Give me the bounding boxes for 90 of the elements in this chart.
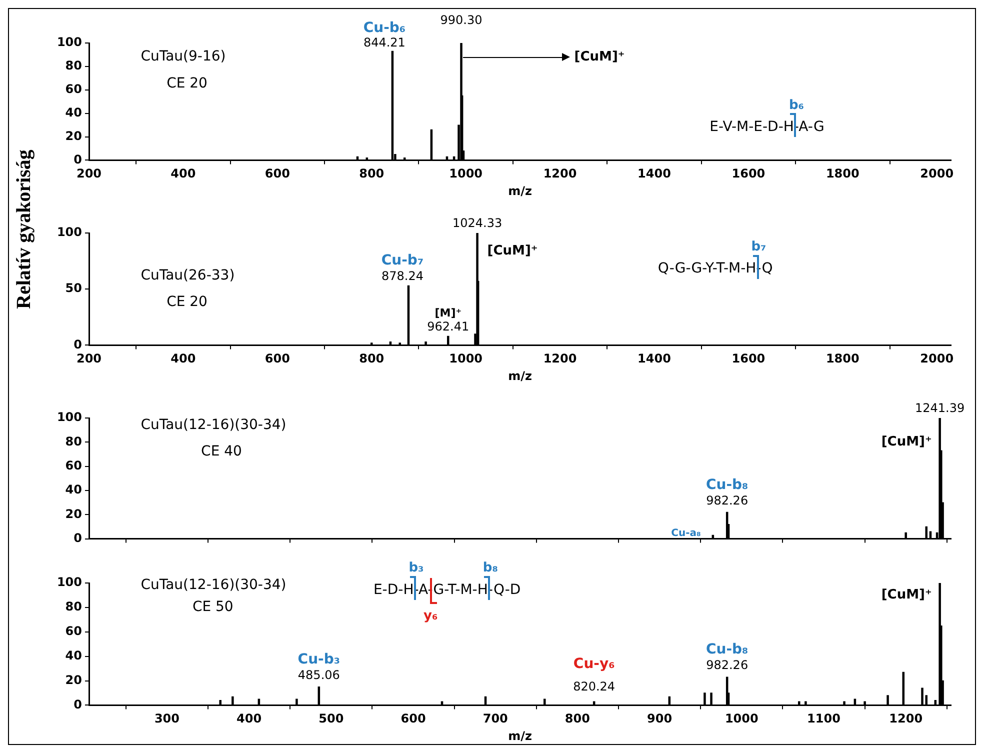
- x-tick-label: 1800: [826, 166, 860, 181]
- annotation: 990.30: [440, 13, 482, 28]
- annotation: y₆: [423, 608, 438, 624]
- y-tick-label: 60: [65, 82, 82, 96]
- x-tick-label: 1200: [543, 166, 577, 181]
- x-tick-label: 1400: [638, 166, 671, 181]
- annotation: 1241.39: [915, 401, 965, 416]
- annotation: Cu-y₆: [573, 656, 615, 672]
- x-tick-label: 1600: [732, 166, 766, 181]
- x-tick-label: 2000: [920, 166, 954, 181]
- y-tick-label: 40: [65, 105, 82, 120]
- y-tick-label: 20: [65, 128, 82, 143]
- y-tick-label: 80: [65, 58, 82, 73]
- x-tick-label: 400: [170, 166, 196, 181]
- y-tick-label: 0: [74, 530, 82, 545]
- x-tick-label: 200: [76, 352, 102, 366]
- x-tick-label: 1000: [724, 712, 758, 726]
- annotation: b₇: [751, 239, 766, 254]
- annotation: 962.41: [427, 319, 470, 334]
- y-tick-label: 60: [65, 458, 82, 472]
- y-tick-label: 80: [65, 600, 82, 614]
- y-tick-label: 80: [65, 434, 82, 448]
- x-tick-label: 300: [154, 712, 180, 726]
- x-tick-label: 1800: [826, 352, 860, 366]
- y-tick-label: 100: [56, 225, 82, 240]
- y-tick-label: 100: [56, 35, 82, 50]
- x-axis-title: m/z: [508, 184, 532, 198]
- x-tick-label: 700: [482, 712, 508, 726]
- annotation: b₆: [788, 98, 804, 113]
- annotation: CuTau(12-16)(30-34): [140, 416, 286, 433]
- x-tick-label: 1600: [732, 352, 766, 366]
- x-axis-title: m/z: [508, 368, 532, 383]
- annotation: 982.26: [706, 658, 748, 672]
- annotation: Cu-a₈: [671, 528, 701, 539]
- x-tick-label: 600: [400, 712, 426, 726]
- x-tick-label: 500: [318, 712, 344, 726]
- x-tick-label: 400: [170, 352, 196, 366]
- annotation: Cu-b₇: [381, 252, 424, 268]
- text: b₃: [408, 560, 424, 576]
- x-tick-label: 1200: [889, 712, 923, 726]
- annotation: Cu-b₈: [706, 642, 748, 658]
- y-tick-label: 100: [56, 410, 82, 424]
- y-tick-label: 0: [74, 152, 82, 166]
- annotation: 878.24: [381, 268, 424, 283]
- y-axis-title: Relatív gyakoriság: [13, 150, 35, 309]
- y-tick-label: 0: [74, 337, 82, 352]
- annotation: 844.21: [363, 35, 406, 50]
- x-tick-label: 1100: [807, 712, 840, 726]
- annotation: CE 50: [192, 599, 234, 616]
- annotation: CuTau(12-16)(30-34): [140, 577, 286, 594]
- annotation: Cu-b₆: [363, 20, 406, 36]
- y-tick-label: 60: [65, 624, 82, 638]
- annotation: Cu-b₃: [298, 652, 340, 668]
- x-tick-label: 600: [264, 352, 290, 366]
- annotation: Cu-b₈: [706, 476, 748, 493]
- y-tick-label: 20: [65, 506, 82, 521]
- x-tick-label: 400: [236, 712, 262, 726]
- x-tick-label: 1400: [638, 352, 671, 366]
- x-tick-label: 200: [76, 166, 102, 181]
- annotation: 820.24: [573, 680, 616, 694]
- x-tick-label: 1000: [449, 352, 483, 366]
- annotation: CE 20: [166, 76, 208, 92]
- annotation: [CuM]⁺: [881, 587, 932, 602]
- annotation: CuTau(9-16): [140, 48, 226, 65]
- y-tick-label: 20: [65, 672, 82, 687]
- x-tick-label: 800: [359, 166, 384, 181]
- annotation: [CuM]⁺: [487, 243, 538, 258]
- y-tick-label: 50: [65, 281, 82, 296]
- x-tick-label: 2000: [920, 352, 954, 366]
- x-tick-label: 800: [564, 712, 590, 726]
- annotation: [CuM]⁺: [574, 49, 625, 64]
- annotation: CuTau(26-33): [140, 267, 235, 284]
- text: b₈: [482, 560, 498, 576]
- x-tick-label: 1200: [543, 352, 577, 366]
- annotation: 485.06: [298, 668, 340, 682]
- x-tick-label: 900: [647, 712, 672, 726]
- x-tick-label: 800: [359, 352, 384, 366]
- annotation: CE 40: [201, 443, 242, 460]
- annotation: [CuM]⁺: [881, 434, 932, 450]
- y-tick-label: 0: [74, 697, 82, 712]
- x-tick-label: 600: [264, 166, 290, 181]
- x-axis-title: m/z: [508, 728, 532, 743]
- x-tick-label: 1000: [449, 166, 483, 181]
- y-tick-label: 40: [65, 648, 82, 662]
- y-tick-label: 40: [65, 482, 82, 497]
- annotation: 982.26: [706, 493, 748, 508]
- y-tick-label: 100: [56, 575, 82, 590]
- annotation: [M]⁺: [434, 306, 462, 320]
- annotation: CE 20: [166, 294, 208, 310]
- annotation: 1024.33: [452, 216, 502, 230]
